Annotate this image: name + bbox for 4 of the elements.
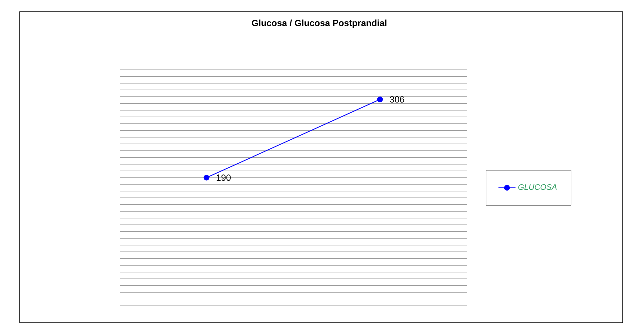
legend-label: GLUCOSA <box>518 184 557 190</box>
data-label: 190 <box>216 174 231 182</box>
chart-title: Glucosa / Glucosa Postprandial <box>252 20 387 28</box>
data-label: 306 <box>390 96 404 103</box>
